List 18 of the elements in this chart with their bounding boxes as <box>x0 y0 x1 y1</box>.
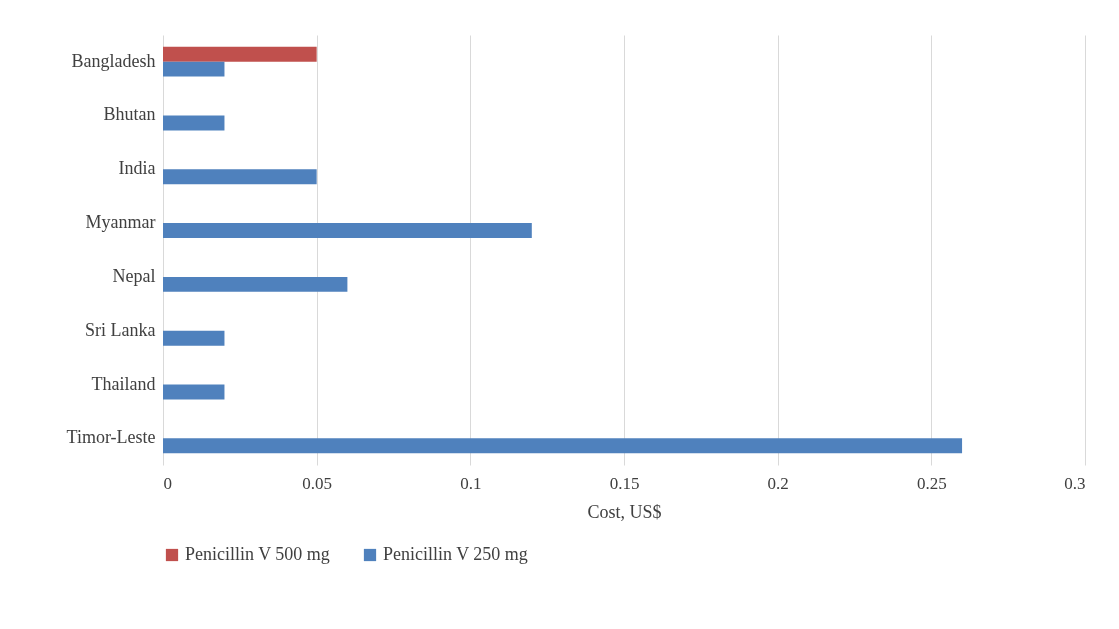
y-tick-label: Thailand <box>91 373 156 394</box>
x-tick-label: 0.15 <box>609 473 640 493</box>
y-tick-label: Myanmar <box>85 212 156 233</box>
x-tick-label: 0.05 <box>302 473 333 493</box>
y-tick-label: Bhutan <box>103 104 156 125</box>
x-tick-label: 0.25 <box>916 473 947 493</box>
x-axis-title: Cost, US$ <box>587 501 662 522</box>
x-tick-label: 0.2 <box>767 473 789 493</box>
y-tick-label: Sri Lanka <box>85 319 156 340</box>
legend-label: Penicillin V 250 mg <box>383 544 528 564</box>
x-tick-label: 0.1 <box>460 473 482 493</box>
x-tick-label: 0 <box>163 473 172 493</box>
legend-label: Penicillin V 500 mg <box>185 544 330 564</box>
y-tick-label: Nepal <box>112 265 156 286</box>
y-tick-label: Bangladesh <box>71 50 156 71</box>
y-tick-label: India <box>118 158 156 179</box>
y-tick-label: Timor-Leste <box>66 427 156 448</box>
x-tick-label: 0.3 <box>1064 473 1086 493</box>
